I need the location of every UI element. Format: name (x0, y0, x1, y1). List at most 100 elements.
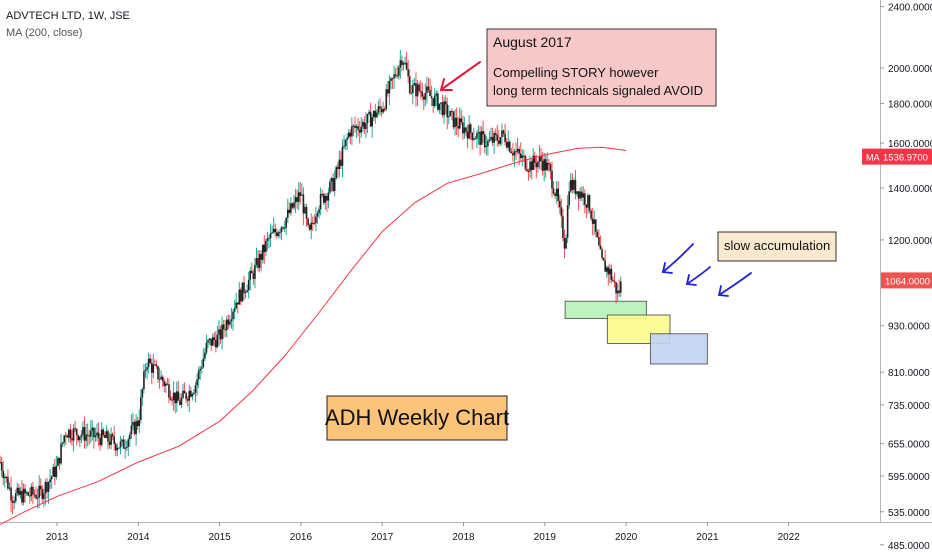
candle-down[interactable] (474, 136, 477, 140)
candle-down[interactable] (451, 108, 453, 121)
candle-down[interactable] (552, 181, 555, 196)
candle-up[interactable] (568, 181, 570, 210)
time-scale[interactable]: 2013 2014 2015 2016 2017 2018 2019 2020 2021 2022 (0, 522, 932, 543)
zone-blue[interactable] (649, 333, 708, 365)
candle-down[interactable] (311, 216, 314, 231)
candle-up[interactable] (537, 160, 539, 173)
candle-up[interactable] (119, 436, 122, 455)
candle-down[interactable] (74, 420, 76, 433)
candle-up[interactable] (160, 370, 162, 380)
candle-up[interactable] (454, 109, 456, 136)
candle-up[interactable] (232, 308, 234, 331)
candle-down[interactable] (133, 419, 136, 436)
candle-down[interactable] (32, 481, 34, 505)
candle-up[interactable] (286, 198, 289, 223)
candle-down[interactable] (33, 489, 36, 499)
candle-down[interactable] (122, 435, 125, 449)
candle-up[interactable] (285, 217, 288, 235)
candle-up[interactable] (61, 441, 64, 448)
candle-down[interactable] (527, 168, 530, 181)
chart-label-box[interactable]: ADH Weekly Chart (325, 395, 509, 441)
candles[interactable] (0, 49, 622, 515)
candle-down[interactable] (465, 126, 467, 137)
candle-down[interactable] (288, 202, 291, 215)
candle-up[interactable] (197, 366, 200, 389)
candle-down[interactable] (510, 147, 513, 154)
candle-up[interactable] (140, 389, 142, 424)
candle-up[interactable] (360, 117, 363, 138)
candle-up[interactable] (346, 133, 348, 150)
candle-down[interactable] (483, 131, 486, 154)
candle-up[interactable] (351, 117, 353, 146)
candle-down[interactable] (0, 455, 1, 464)
candle-up[interactable] (388, 75, 391, 106)
candle-down[interactable] (10, 476, 12, 513)
candle-up[interactable] (57, 455, 59, 467)
candle-down[interactable] (302, 187, 305, 226)
candle-down[interactable] (282, 226, 284, 231)
candle-down[interactable] (613, 272, 616, 288)
candle-up[interactable] (546, 152, 549, 172)
candle-down[interactable] (429, 78, 431, 97)
candle-down[interactable] (380, 105, 383, 117)
candle-down[interactable] (374, 103, 377, 124)
candle-up[interactable] (569, 173, 572, 193)
candle-down[interactable] (554, 192, 556, 200)
candle-down[interactable] (387, 80, 389, 97)
candle-down[interactable] (321, 189, 323, 198)
candle-down[interactable] (594, 219, 597, 238)
candle-down[interactable] (391, 77, 394, 89)
candle-up[interactable] (449, 110, 452, 117)
candle-up[interactable] (30, 483, 33, 502)
candle-up[interactable] (315, 206, 317, 232)
candle-down[interactable] (104, 431, 106, 439)
candle-up[interactable] (283, 220, 286, 233)
candle-down[interactable] (430, 85, 433, 107)
candle-down[interactable] (607, 265, 610, 286)
candle-down[interactable] (111, 432, 114, 441)
candle-up[interactable] (268, 234, 270, 249)
candle-down[interactable] (460, 109, 463, 125)
candle-up[interactable] (368, 109, 370, 116)
candle-up[interactable] (244, 289, 247, 299)
candle-up[interactable] (68, 428, 70, 443)
candle-down[interactable] (551, 161, 553, 198)
candle-up[interactable] (487, 138, 489, 156)
candle-up[interactable] (94, 427, 97, 442)
candle-up[interactable] (110, 427, 112, 450)
candle-up[interactable] (587, 193, 589, 215)
candle-down[interactable] (307, 217, 309, 228)
slow-accumulation-note[interactable]: slow accumulation (717, 231, 837, 262)
candle-up[interactable] (538, 145, 541, 170)
candle-up[interactable] (204, 347, 206, 362)
candle-down[interactable] (469, 122, 472, 140)
candle-down[interactable] (462, 115, 464, 140)
candle-up[interactable] (382, 101, 384, 114)
candle-up[interactable] (480, 125, 483, 146)
candle-down[interactable] (504, 123, 506, 146)
candle-down[interactable] (349, 129, 352, 145)
candle-down[interactable] (168, 378, 170, 404)
candle-up[interactable] (490, 127, 492, 142)
candle-up[interactable] (152, 353, 155, 379)
candle-down[interactable] (163, 378, 166, 393)
candle-up[interactable] (241, 282, 244, 302)
candle-up[interactable] (269, 223, 272, 248)
candle-down[interactable] (326, 193, 328, 212)
candle-up[interactable] (188, 384, 191, 412)
candle-down[interactable] (618, 279, 621, 298)
candle-down[interactable] (358, 121, 361, 144)
candle-up[interactable] (310, 213, 313, 240)
candle-down[interactable] (190, 386, 192, 398)
august-2017-note[interactable]: August 2017 Compelling STORY however long … (486, 28, 717, 107)
candle-up[interactable] (144, 363, 147, 378)
candle-up[interactable] (196, 373, 198, 396)
candle-down[interactable] (563, 229, 566, 259)
candle-up[interactable] (402, 61, 405, 71)
candle-down[interactable] (299, 182, 302, 205)
candle-down[interactable] (533, 151, 536, 170)
candle-up[interactable] (499, 136, 502, 146)
candle-up[interactable] (297, 181, 300, 211)
candle-down[interactable] (524, 154, 527, 172)
candle-down[interactable] (405, 51, 408, 71)
